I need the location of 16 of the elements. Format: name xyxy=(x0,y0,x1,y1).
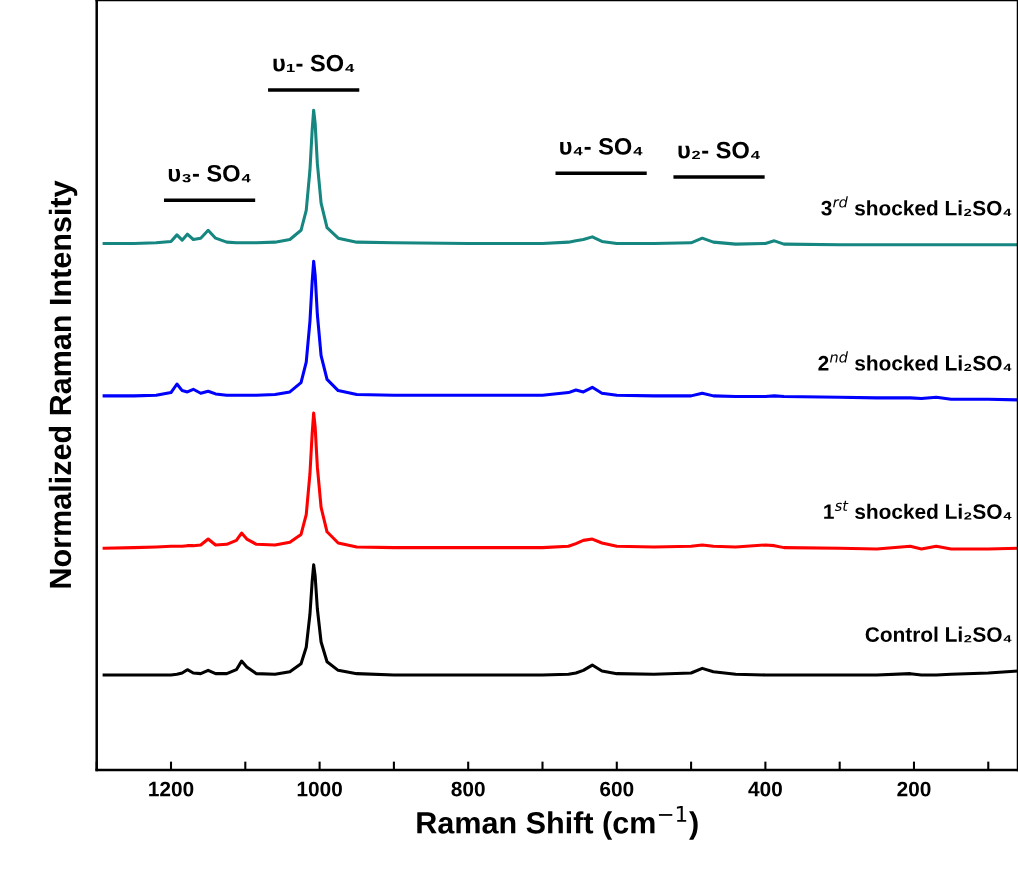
series-label: Control Li₂SO₄ xyxy=(865,626,1012,643)
x-tick-label: 800 xyxy=(451,781,485,797)
annotation: υ₄- SO₄ xyxy=(560,137,643,156)
series-label: 3$^{rd}$ shocked Li₂SO₄ xyxy=(821,196,1012,216)
x-tick-label: 600 xyxy=(600,781,634,797)
annotation: υ₂- SO₄ xyxy=(678,141,760,160)
text: υ₁- SO₄ xyxy=(273,54,355,73)
x-tick-label: 1200 xyxy=(149,781,194,797)
x-tick-label: 400 xyxy=(748,781,782,797)
y-axis-title: Normalized Raman Intensity xyxy=(48,180,78,588)
x-tick-label: 200 xyxy=(897,781,931,797)
series-label: 2$^{nd}$ shocked Li₂SO₄ xyxy=(818,351,1012,372)
x-tick-label: 1000 xyxy=(297,781,342,797)
series-label: 1$^{st}$ shocked Li₂SO₄ xyxy=(824,500,1012,520)
annotation: υ₃- SO₄ xyxy=(168,164,251,183)
x-axis-title: Raman Shift (cm$^{−1}$) xyxy=(417,806,698,840)
